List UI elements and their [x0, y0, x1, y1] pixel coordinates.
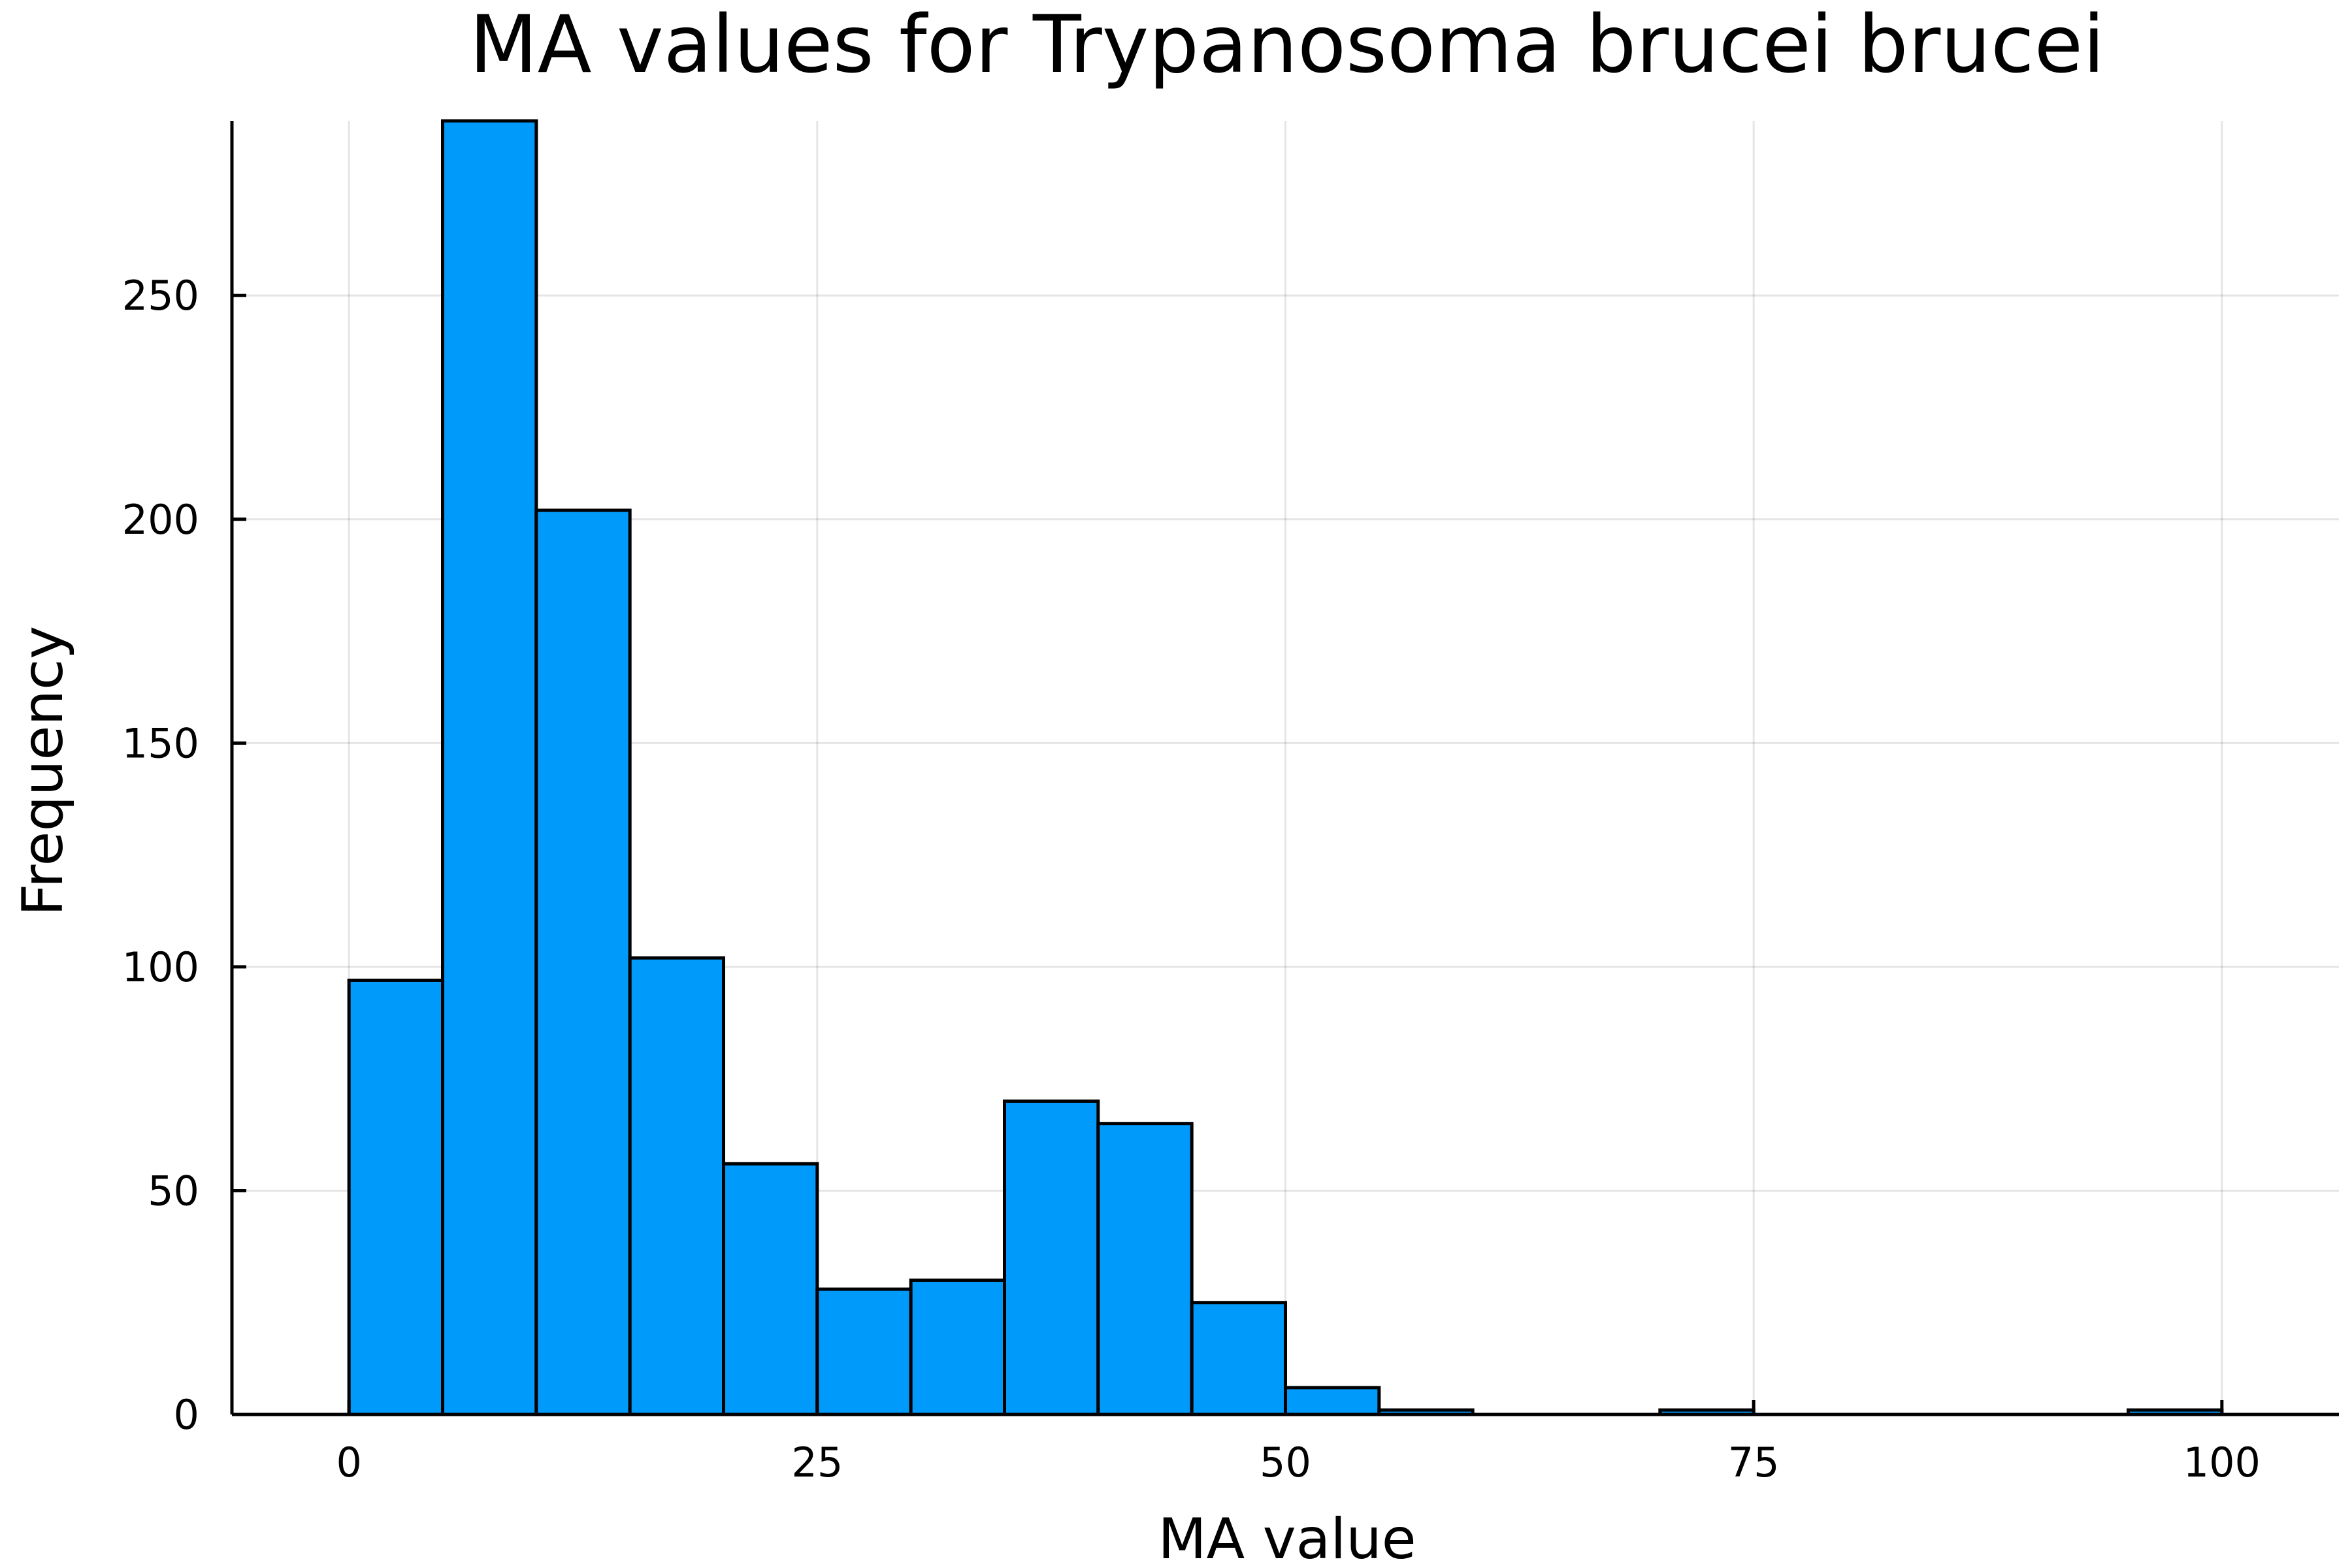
y-tick-label: 150: [122, 719, 199, 767]
x-tick-label: 100: [2183, 1439, 2261, 1486]
x-tick-label: 75: [1728, 1439, 1780, 1486]
x-tick-label: 0: [336, 1439, 361, 1486]
y-tick-label: 250: [122, 272, 199, 319]
histogram-bar: [1190, 1301, 1287, 1416]
histogram-bar: [1003, 1099, 1100, 1416]
tick-labels: 0 25 50 75 100 0 50 100 150 200 250: [122, 272, 2261, 1486]
histogram-bar: [534, 508, 632, 1416]
y-tick-label: 50: [148, 1167, 199, 1215]
y-tick-label: 200: [122, 496, 199, 544]
y-tick-label: 0: [174, 1391, 199, 1439]
histogram-bar: [909, 1278, 1006, 1416]
x-tick-label: 50: [1260, 1439, 1311, 1486]
histogram-bars: [347, 119, 2224, 1416]
histogram-bar: [1096, 1122, 1194, 1416]
histogram-bar: [722, 1162, 819, 1416]
y-axis-label: Frequency: [10, 626, 76, 916]
histogram-bar: [815, 1287, 913, 1416]
chart-title: MA values for Trypanosoma brucei brucei: [469, 0, 2104, 91]
histogram-bar: [347, 978, 445, 1416]
y-tick-label: 100: [122, 943, 199, 991]
axes: [230, 121, 2339, 1416]
histogram-bar: [441, 119, 538, 1416]
histogram-bar: [1284, 1386, 1381, 1416]
x-axis-label: MA value: [1158, 1507, 1416, 1568]
x-tick-label: 25: [791, 1439, 843, 1486]
histogram-bar: [628, 956, 726, 1416]
